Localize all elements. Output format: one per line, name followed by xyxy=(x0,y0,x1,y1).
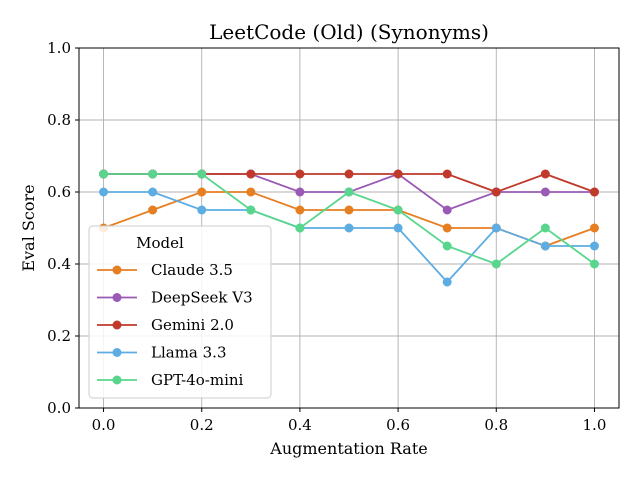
data-point xyxy=(393,169,403,179)
data-point xyxy=(540,241,550,251)
data-point xyxy=(442,169,452,179)
data-point xyxy=(393,205,403,215)
x-tick-label: 0.2 xyxy=(190,416,214,434)
data-point xyxy=(540,187,550,197)
legend-marker xyxy=(112,265,122,275)
data-point xyxy=(344,205,354,215)
legend-marker xyxy=(112,320,122,330)
data-point xyxy=(295,205,305,215)
data-point xyxy=(589,187,599,197)
y-tick-label: 0.8 xyxy=(47,111,71,129)
data-point xyxy=(99,169,109,179)
x-tick-label: 0.4 xyxy=(288,416,312,434)
y-axis-label: Eval Score xyxy=(19,184,38,271)
data-point xyxy=(442,241,452,251)
series-gpt-4o-mini xyxy=(99,169,599,269)
y-tick-label: 1.0 xyxy=(47,39,71,57)
data-point xyxy=(148,205,158,215)
x-tick-label: 0.0 xyxy=(92,416,116,434)
x-tick-label: 0.8 xyxy=(484,416,508,434)
legend-box xyxy=(88,225,272,399)
legend-item: GPT-4o-mini xyxy=(97,371,244,389)
data-point xyxy=(491,259,501,269)
data-point xyxy=(148,169,158,179)
axis-ticks: 0.0 0.2 0.4 0.6 0.8 1.0 0.0 0.2 0.4 0.6 0.8 1.0 xyxy=(47,39,606,434)
data-point xyxy=(197,187,207,197)
data-point xyxy=(148,187,158,197)
data-point xyxy=(442,205,452,215)
data-point xyxy=(589,259,599,269)
data-point xyxy=(344,187,354,197)
legend-marker xyxy=(112,348,122,357)
legend-label: GPT-4o-mini xyxy=(151,371,244,389)
series-group xyxy=(99,169,599,287)
data-point xyxy=(246,187,256,197)
legend-item: DeepSeek V3 xyxy=(97,289,253,307)
data-point xyxy=(442,223,452,233)
data-point xyxy=(589,241,599,251)
data-point xyxy=(589,223,599,233)
x-axis-label: Augmentation Rate xyxy=(269,439,427,458)
legend-marker xyxy=(112,293,122,302)
legend-label: Claude 3.5 xyxy=(151,261,233,279)
x-tick-label: 1.0 xyxy=(583,416,607,434)
data-point xyxy=(197,205,207,215)
data-point xyxy=(491,223,501,233)
legend-title: Model xyxy=(136,234,184,252)
y-tick-label: 0.6 xyxy=(47,183,71,201)
legend-label: DeepSeek V3 xyxy=(151,289,253,307)
data-point xyxy=(295,187,305,197)
legend: Model Claude 3.5 DeepSeek V3 Gemini 2.0 Llam… xyxy=(88,225,272,399)
plot-frame xyxy=(78,47,620,409)
y-tick-label: 0.0 xyxy=(47,399,71,417)
legend-marker xyxy=(112,375,122,385)
data-point xyxy=(246,205,256,215)
data-point xyxy=(295,223,305,233)
y-tick-label: 0.2 xyxy=(47,327,71,345)
data-point xyxy=(295,169,305,179)
x-tick-label: 0.6 xyxy=(386,416,410,434)
data-point xyxy=(540,169,550,179)
legend-item: Claude 3.5 xyxy=(97,261,233,279)
data-point xyxy=(246,169,256,179)
data-point xyxy=(344,169,354,179)
data-point xyxy=(442,277,452,287)
data-point xyxy=(540,223,550,233)
data-point xyxy=(99,187,109,197)
legend-item: Gemini 2.0 xyxy=(97,316,234,334)
data-point xyxy=(393,223,403,233)
legend-item: Llama 3.3 xyxy=(97,344,227,362)
chart-title: LeetCode (Old) (Synonyms) xyxy=(209,20,489,44)
data-point xyxy=(491,187,501,197)
y-tick-label: 0.4 xyxy=(47,255,71,273)
data-point xyxy=(197,169,207,179)
data-point xyxy=(344,223,354,233)
legend-label: Gemini 2.0 xyxy=(151,316,234,334)
legend-label: Llama 3.3 xyxy=(151,344,227,362)
